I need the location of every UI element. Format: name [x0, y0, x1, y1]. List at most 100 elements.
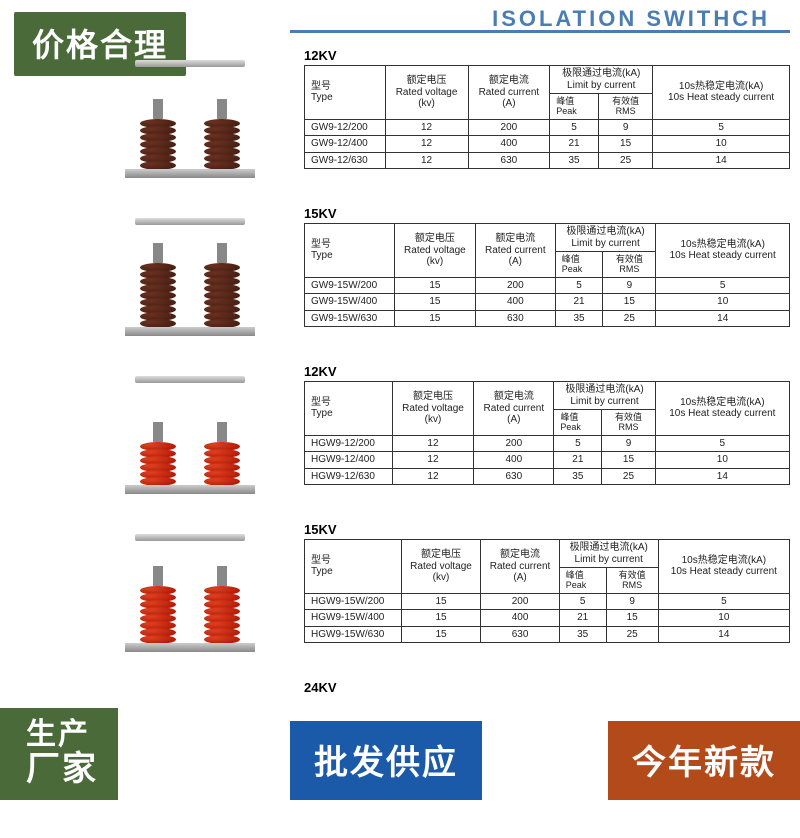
- col-voltage: 额定电压Rated voltage(kv): [394, 224, 475, 278]
- banner-left-line2: 厂家: [26, 751, 98, 788]
- col-current: 额定电流Rated current(A): [474, 382, 554, 436]
- insulator-stem: [217, 566, 227, 586]
- spec-section: 12KV 型号Type 额定电压Rated voltage(kv) 额定电流Ra…: [100, 48, 790, 188]
- col-current: 额定电流Rated current(A): [468, 66, 550, 120]
- col-peak: 峰值Peak: [550, 94, 599, 120]
- crossbar: [135, 376, 245, 383]
- insulator-stem: [217, 422, 227, 442]
- col-heat: 10s热稳定电流(kA)10s Heat steady current: [655, 382, 789, 436]
- cell-type: HGW9-12/400: [305, 452, 393, 469]
- spec-table: 型号Type 额定电压Rated voltage(kv) 额定电流Rated c…: [304, 223, 790, 327]
- col-rms: 有效值RMS: [603, 252, 656, 278]
- header-title: ISOLATION SWITHCH: [492, 6, 770, 32]
- insulator-left: [140, 586, 176, 642]
- cell-peak: 21: [559, 610, 606, 627]
- col-type: 型号Type: [305, 540, 402, 594]
- kv-label: 15KV: [304, 206, 790, 221]
- insulator-right: [204, 442, 240, 484]
- table-row: GW9-15W/630 15 630 35 25 14: [305, 310, 790, 327]
- spec-section: 15KV 型号Type 额定电压Rated voltage(kv) 额定电流Ra…: [100, 522, 790, 662]
- cell-current: 200: [474, 435, 554, 452]
- cell-voltage: 12: [385, 136, 468, 153]
- cell-heat: 14: [653, 152, 790, 169]
- cell-heat: 14: [656, 310, 790, 327]
- col-heat: 10s热稳定电流(kA)10s Heat steady current: [656, 224, 790, 278]
- cell-type: GW9-12/400: [305, 136, 386, 153]
- cell-peak: 21: [550, 136, 599, 153]
- cell-rms: 9: [606, 593, 658, 610]
- col-heat: 10s热稳定电流(kA)10s Heat steady current: [653, 66, 790, 120]
- col-limit: 极限通过电流(kA)Limit by current: [554, 382, 655, 410]
- kv-label: 12KV: [304, 364, 790, 379]
- cell-current: 400: [475, 294, 555, 311]
- col-peak: 峰值Peak: [559, 568, 606, 594]
- cell-peak: 35: [550, 152, 599, 169]
- header-row-1: 型号Type 额定电压Rated voltage(kv) 额定电流Rated c…: [305, 66, 790, 94]
- insulator-stem: [217, 99, 227, 119]
- table-block: 24KV: [304, 680, 790, 697]
- crossbar: [135, 60, 245, 67]
- col-voltage: 额定电压Rated voltage(kv): [392, 382, 474, 436]
- cell-peak: 5: [550, 119, 599, 136]
- cell-type: GW9-12/630: [305, 152, 386, 169]
- page-content: 价格合理 ISOLATION SWITHCH 12KV 型号Type 额定电压R…: [0, 0, 800, 800]
- cell-heat: 5: [655, 435, 789, 452]
- cell-type: HGW9-12/630: [305, 468, 393, 485]
- insulator-right: [204, 263, 240, 326]
- col-limit: 极限通过电流(kA)Limit by current: [550, 66, 653, 94]
- table-block: 12KV 型号Type 额定电压Rated voltage(kv) 额定电流Ra…: [304, 364, 790, 485]
- cell-type: HGW9-12/200: [305, 435, 393, 452]
- header-underline: [290, 30, 790, 33]
- cell-rms: 25: [603, 310, 656, 327]
- base-plate: [125, 643, 255, 652]
- col-voltage: 额定电压Rated voltage(kv): [401, 540, 481, 594]
- kv-label: 12KV: [304, 48, 790, 63]
- insulator-left: [140, 119, 176, 168]
- col-limit: 极限通过电流(kA)Limit by current: [559, 540, 658, 568]
- table-row: HGW9-15W/200 15 200 5 9 5: [305, 593, 790, 610]
- col-type: 型号Type: [305, 382, 393, 436]
- cell-heat: 10: [653, 136, 790, 153]
- cell-rms: 9: [598, 119, 652, 136]
- col-peak: 峰值Peak: [554, 410, 602, 436]
- cell-peak: 5: [559, 593, 606, 610]
- base-plate: [125, 169, 255, 178]
- cell-peak: 35: [554, 468, 602, 485]
- cell-rms: 25: [606, 626, 658, 643]
- table-block: 15KV 型号Type 额定电压Rated voltage(kv) 额定电流Ra…: [304, 206, 790, 327]
- cell-type: HGW9-15W/400: [305, 610, 402, 627]
- cell-current: 630: [481, 626, 559, 643]
- table-row: GW9-12/630 12 630 35 25 14: [305, 152, 790, 169]
- cell-current: 200: [468, 119, 550, 136]
- cell-rms: 15: [598, 136, 652, 153]
- table-row: GW9-15W/200 15 200 5 9 5: [305, 277, 790, 294]
- insulator-left: [140, 442, 176, 484]
- col-current: 额定电流Rated current(A): [481, 540, 559, 594]
- product-illustration: [100, 522, 280, 662]
- kv-label: 15KV: [304, 522, 790, 537]
- cell-current: 400: [468, 136, 550, 153]
- cell-type: HGW9-15W/200: [305, 593, 402, 610]
- insulator-stem: [153, 566, 163, 586]
- manufacturer-banner: 生产 厂家: [0, 708, 118, 800]
- table-row: HGW9-15W/630 15 630 35 25 14: [305, 626, 790, 643]
- cell-current: 630: [475, 310, 555, 327]
- wholesale-banner: 批发供应: [290, 721, 482, 800]
- cell-peak: 5: [554, 435, 602, 452]
- spec-section: 12KV 型号Type 额定电压Rated voltage(kv) 额定电流Ra…: [100, 364, 790, 504]
- cell-current: 630: [474, 468, 554, 485]
- cell-current: 200: [475, 277, 555, 294]
- header-row-1: 型号Type 额定电压Rated voltage(kv) 额定电流Rated c…: [305, 382, 790, 410]
- cell-heat: 5: [658, 593, 789, 610]
- insulator-left: [140, 263, 176, 326]
- cell-rms: 25: [598, 152, 652, 169]
- cell-heat: 5: [653, 119, 790, 136]
- cell-voltage: 12: [385, 152, 468, 169]
- cell-rms: 9: [603, 277, 656, 294]
- cell-heat: 5: [656, 277, 790, 294]
- cell-voltage: 15: [401, 593, 481, 610]
- cell-heat: 10: [655, 452, 789, 469]
- cell-rms: 9: [602, 435, 655, 452]
- cell-peak: 5: [555, 277, 603, 294]
- cell-voltage: 15: [394, 294, 475, 311]
